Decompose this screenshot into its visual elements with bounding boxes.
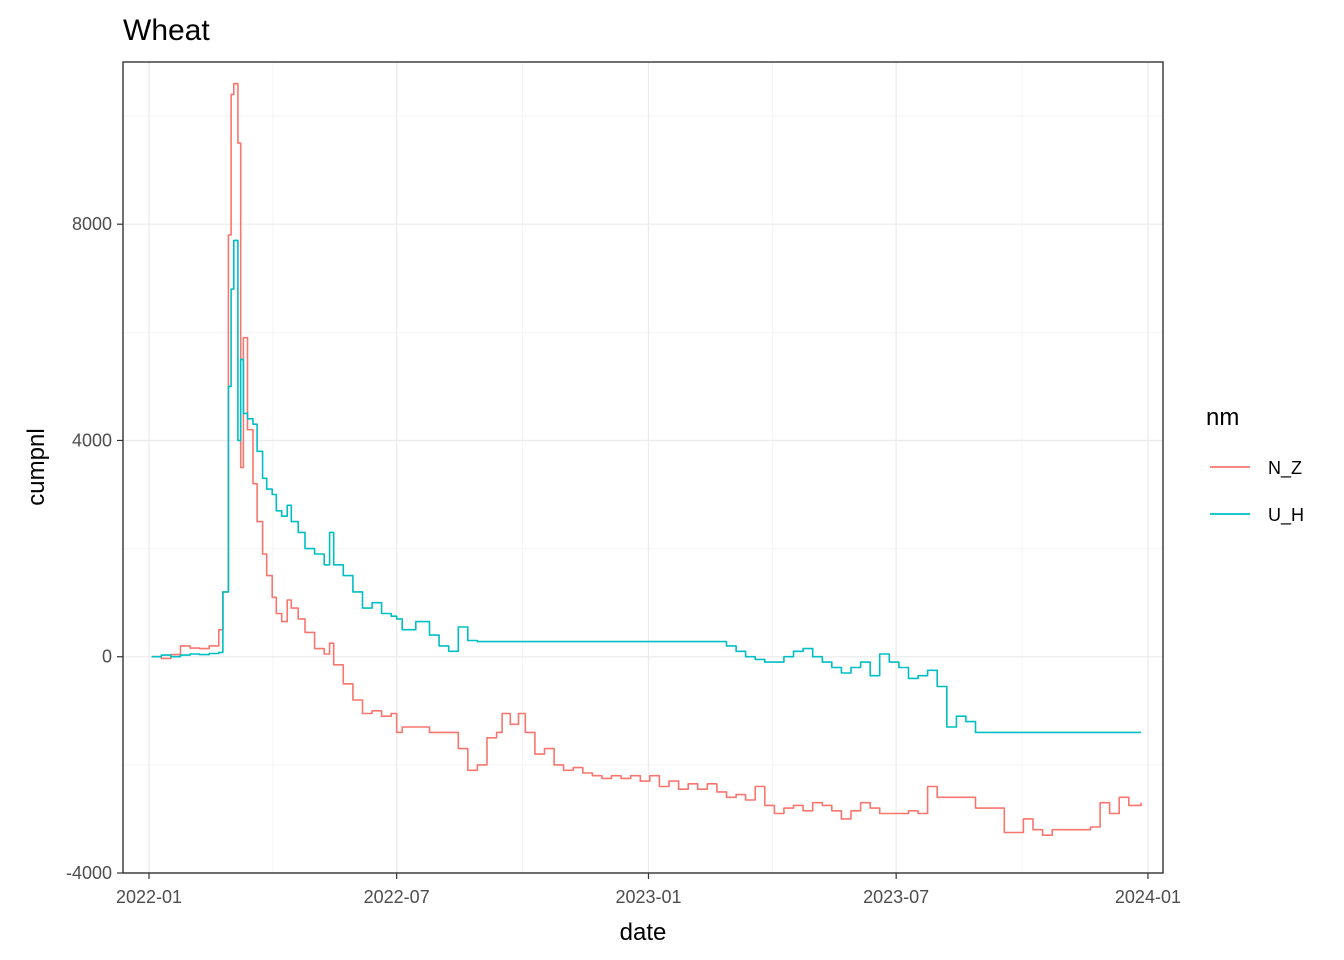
y-tick-label: 0 [102, 647, 112, 667]
x-tick-label: 2023-07 [863, 887, 929, 907]
legend-label: N_Z [1268, 458, 1302, 479]
x-tick-label: 2024-01 [1115, 887, 1181, 907]
x-tick-label: 2023-01 [615, 887, 681, 907]
legend-label: U_H [1268, 505, 1304, 526]
series-line-u-h [151, 239, 1142, 734]
y-tick-label: 8000 [72, 214, 112, 234]
x-tick-label: 2022-01 [116, 887, 182, 907]
x-axis-title: date [620, 919, 667, 946]
legend: nm N_Z U_H [1206, 404, 1304, 526]
grid-minor [123, 62, 1163, 873]
y-axis: -4000 0 4000 8000 [66, 214, 123, 883]
y-tick-label: -4000 [66, 863, 112, 883]
series-line-n-z [151, 82, 1142, 836]
y-axis-title: cumpnl [23, 428, 50, 505]
y-tick-label: 4000 [72, 430, 112, 450]
series-lines [151, 82, 1142, 836]
x-axis: 2022-01 2022-07 2023-01 2023-07 2024-01 [116, 873, 1181, 907]
plot-panel [122, 61, 1164, 874]
x-tick-label: 2022-07 [364, 887, 430, 907]
grid-major [123, 62, 1163, 874]
legend-title: nm [1206, 404, 1239, 431]
chart-title: Wheat [123, 14, 210, 47]
